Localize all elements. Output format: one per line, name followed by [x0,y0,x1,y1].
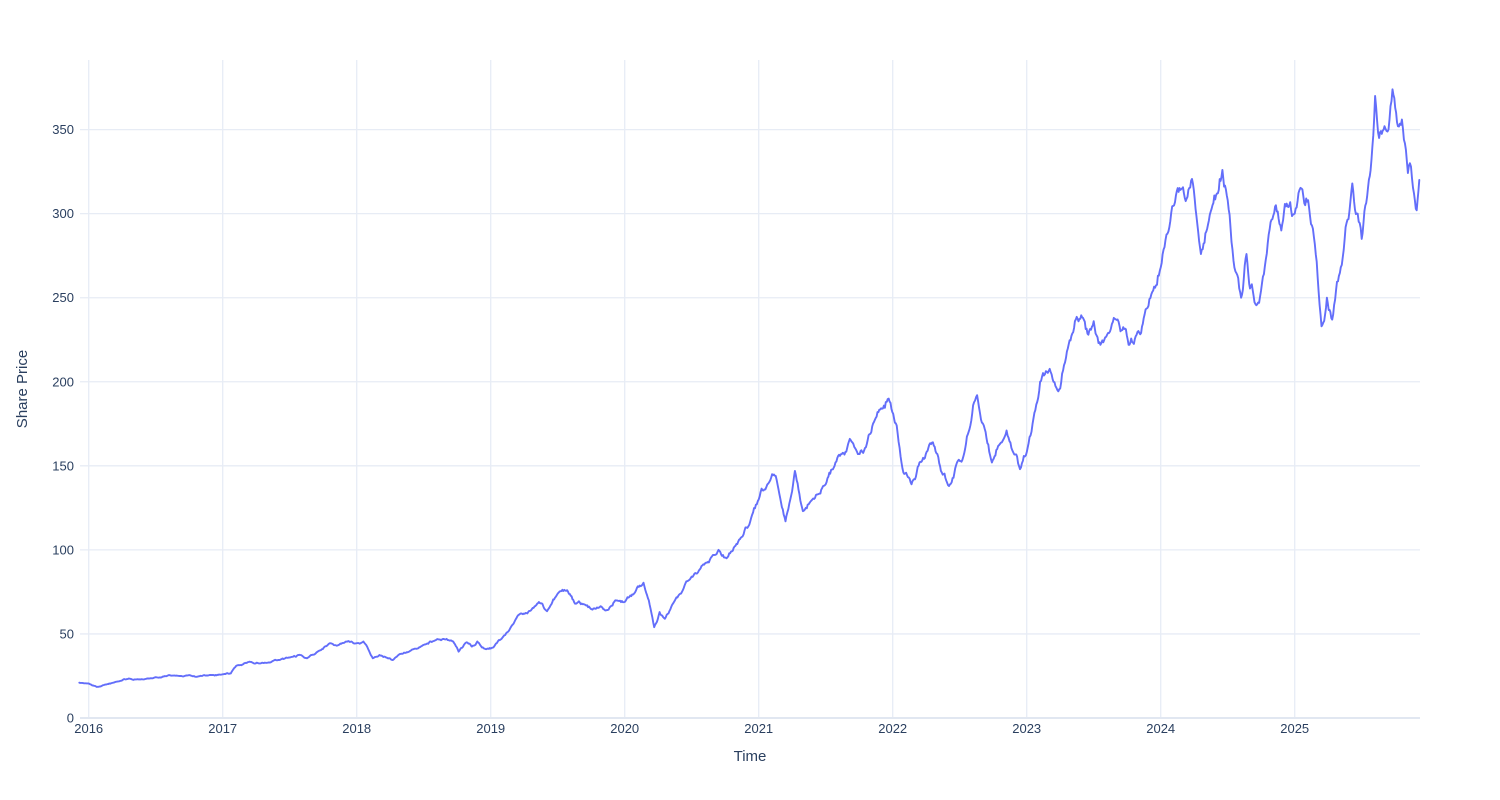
x-tick-label: 2018 [342,721,371,736]
x-tick-label: 2017 [208,721,237,736]
y-axis-title: Share Price [14,350,31,428]
y-tick-label: 50 [60,626,74,641]
x-tick-label: 2019 [476,721,505,736]
x-tick-label: 2022 [878,721,907,736]
y-tick-label: 200 [52,374,74,389]
x-axis-title: Time [734,748,767,765]
y-tick-label: 100 [52,542,74,557]
x-tick-label: 2020 [610,721,639,736]
y-tick-label: 150 [52,458,74,473]
series-layer [78,88,1421,688]
x-tick-label: 2023 [1012,721,1041,736]
x-tick-label: 2025 [1280,721,1309,736]
x-tick-label: 2021 [744,721,773,736]
plot-area[interactable] [80,60,1420,718]
y-tick-label: 250 [52,290,74,305]
y-tick-label: 350 [52,122,74,137]
tick-labels: 2016 2017 2018 2019 2020 2021 2022 2023 2024 2025… [52,122,1309,736]
gridlines [80,60,1420,719]
y-tick-label: 0 [67,711,74,726]
x-tick-label: 2024 [1146,721,1175,736]
price-line-series [78,88,1421,688]
x-tick-label: 2016 [74,721,103,736]
y-tick-label: 300 [52,206,74,221]
